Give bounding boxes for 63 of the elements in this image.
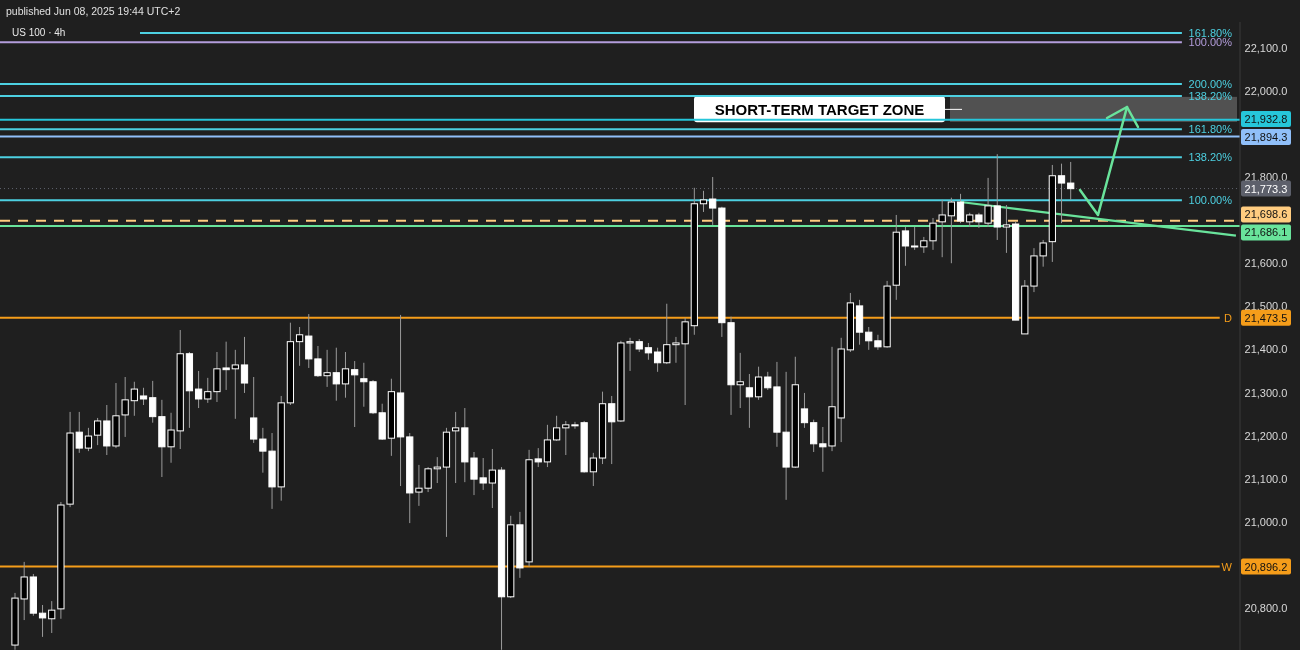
y-tick-label: 21,400.0 (1244, 343, 1288, 356)
ref-line-label: 21,473.5 (1244, 311, 1288, 324)
candlestick (332, 347, 340, 402)
candlestick (194, 370, 203, 409)
candlestick (699, 190, 708, 213)
y-tick-label: 21,800.0 (1244, 171, 1288, 184)
candlestick (84, 427, 93, 452)
ref-line-label: 21,773.3 (1244, 182, 1288, 195)
annotation: D (1224, 311, 1233, 324)
candlestick (911, 226, 919, 251)
candlestick (433, 456, 441, 484)
candlestick (1057, 163, 1066, 224)
candlestick (231, 349, 239, 420)
text: published Jun 08, 2025 19:44 UTC+2 (6, 5, 181, 17)
candlestick (709, 176, 717, 226)
ref-line-label: 20,896.2 (1244, 560, 1288, 573)
candlestick (947, 197, 955, 264)
candlestick (754, 366, 763, 401)
y-tick-label: 20,800.0 (1244, 602, 1288, 614)
candlestick (452, 411, 460, 484)
candlestick (543, 424, 552, 468)
y-tick-label: 21,100.0 (1244, 472, 1288, 485)
ref-line-label: 21,932.8 (1244, 113, 1288, 126)
candlestick (240, 336, 249, 394)
annotation: 100.00% (1188, 194, 1233, 207)
candlestick (488, 448, 496, 509)
chart-title: US 100 · 4h (12, 26, 66, 38)
candlestick (38, 604, 47, 638)
candlestick (745, 373, 754, 429)
candlestick (956, 193, 965, 224)
candlestick (341, 351, 350, 399)
y-tick-label: 21,600.0 (1244, 257, 1288, 270)
y-tick-label: 21,500.0 (1244, 300, 1288, 313)
candlestick (1002, 204, 1011, 254)
candlestick (553, 415, 561, 442)
candlestick (130, 381, 138, 417)
candlestick (800, 392, 809, 429)
annotation: 138.20% (1188, 90, 1233, 103)
candlestick (94, 417, 102, 446)
y-tick-label: 22,100.0 (1244, 41, 1288, 54)
candlestick (250, 376, 258, 444)
candlestick (1067, 161, 1075, 201)
candlestick (810, 419, 818, 453)
candlestick (149, 380, 157, 424)
annotation: 200.00% (1188, 77, 1233, 90)
candlestick (653, 347, 662, 373)
annotation: 138.20% (1188, 151, 1233, 164)
candlestick (901, 226, 910, 267)
candlestick (351, 360, 359, 428)
candlestick (48, 600, 56, 634)
y-tick-label: 21,000.0 (1244, 515, 1288, 528)
candlestick (589, 452, 597, 487)
ref-line-label: 21,686.1 (1244, 226, 1288, 239)
band-label: SHORT-TERM TARGET ZONE (714, 100, 925, 118)
y-tick-label: 21,300.0 (1244, 386, 1288, 399)
ref-line-label: 21,894.3 (1244, 131, 1288, 144)
candlestick (295, 326, 304, 367)
y-tick-label: 22,000.0 (1244, 84, 1288, 97)
annotation: W (1221, 560, 1233, 573)
candlestick (608, 395, 616, 465)
annotation: 161.80% (1188, 123, 1233, 136)
y-tick-label: 21,200.0 (1244, 429, 1288, 442)
ref-line-label: 21,698.6 (1244, 208, 1288, 221)
